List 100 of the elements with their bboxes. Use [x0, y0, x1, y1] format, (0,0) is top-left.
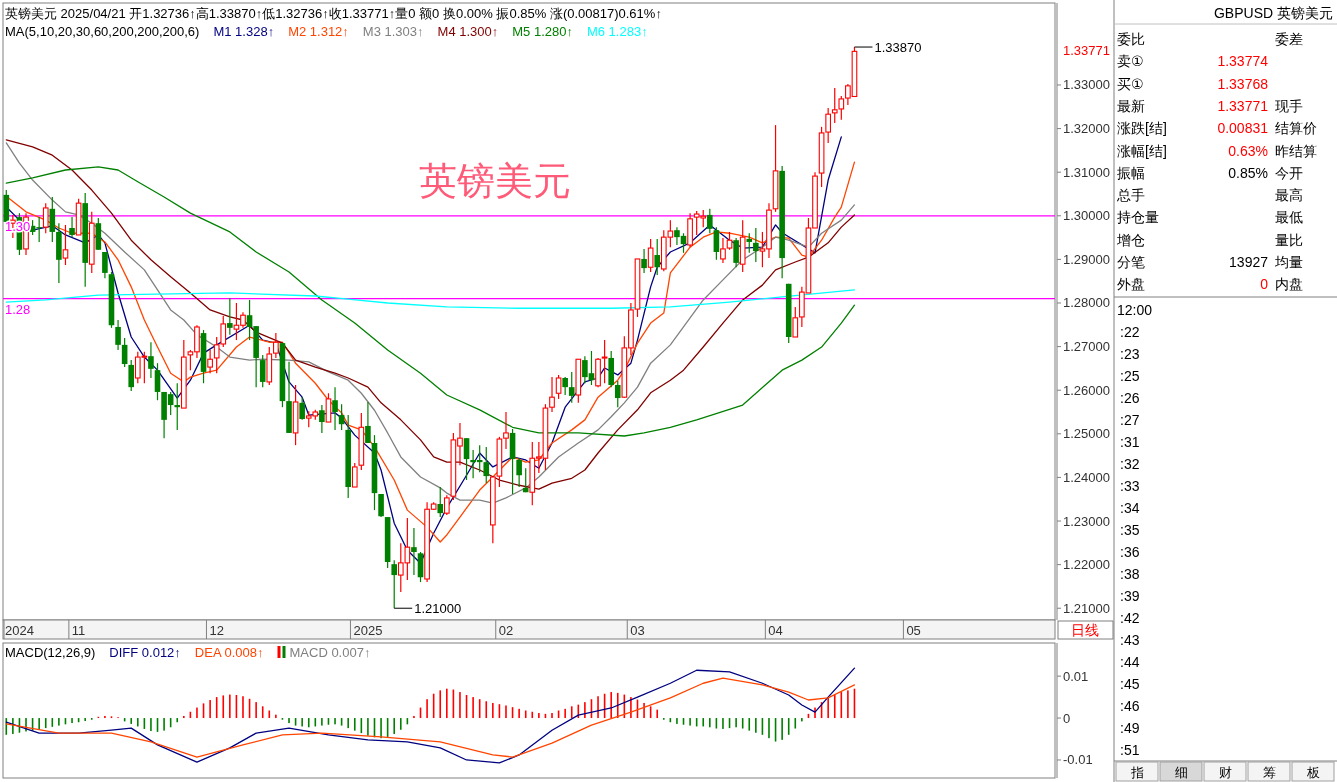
text: DIFF 0.012↑	[109, 644, 181, 660]
text: 外盘	[1117, 276, 1145, 293]
y-tick-label: -0.01	[1063, 752, 1093, 768]
text: :51	[1120, 742, 1140, 758]
text: :26	[1120, 390, 1140, 406]
candlestick	[707, 208, 713, 234]
text: :23	[1120, 346, 1140, 362]
text: 委比	[1117, 31, 1145, 47]
candlestick	[555, 374, 562, 400]
y-tick-label: 1.21000	[1063, 600, 1110, 616]
text: :44	[1120, 654, 1140, 670]
candlestick	[733, 237, 739, 268]
text: :35	[1120, 522, 1140, 538]
text: 今开	[1275, 164, 1303, 181]
y-tick-label: 1.31000	[1063, 164, 1110, 180]
y-tick-label: 1.25000	[1063, 426, 1110, 442]
text: 0.85%	[1228, 164, 1268, 181]
text: 分笔	[1117, 254, 1145, 270]
candlestick	[351, 462, 358, 488]
text: 1.33774	[1217, 53, 1269, 70]
text: :38	[1120, 566, 1140, 582]
text: 涨幅[结]	[1117, 142, 1167, 159]
text: 0.63%	[1228, 142, 1268, 159]
candlestick	[325, 392, 332, 423]
text: 昨结算	[1275, 142, 1317, 159]
x-tick-label: 2025	[353, 622, 383, 638]
candlestick	[568, 371, 575, 404]
text: 财	[1218, 764, 1232, 780]
y-tick-label: 1.22000	[1063, 557, 1110, 573]
text: 1.33768	[1217, 75, 1269, 92]
text: 总手	[1116, 187, 1145, 204]
candlestick	[443, 494, 450, 516]
x-tick-label: 02	[498, 622, 514, 638]
candlestick	[411, 527, 417, 576]
text: :31	[1120, 434, 1140, 450]
candlestick	[746, 232, 753, 254]
candlestick	[148, 341, 154, 379]
text: :46	[1120, 698, 1140, 714]
y-tick-label: 1.26000	[1063, 382, 1110, 398]
text: :36	[1120, 544, 1140, 560]
x-tick-label: 12	[209, 622, 224, 638]
candlestick	[713, 226, 720, 261]
chart-title: 英镑美元 2025/04/21 开1.32736↑高1.33870↑低1.32736↑收1.33771↑量0 额0 换0.00% 振0.85% 涨(0.00817)0.61%↑	[5, 5, 662, 21]
text: :45	[1120, 676, 1140, 692]
candlestick	[102, 251, 108, 279]
text: 0.00831	[1217, 120, 1269, 137]
text: :25	[1120, 368, 1140, 384]
annotation: 英镑美元	[419, 160, 571, 202]
candlestick	[614, 380, 621, 408]
text: M2 1.312↑	[288, 23, 349, 39]
candlestick	[154, 362, 161, 401]
text: 增仓	[1116, 231, 1145, 248]
text: 委差	[1275, 31, 1303, 47]
candlestick	[207, 349, 213, 374]
y-tick-label: 1.23000	[1063, 513, 1110, 529]
y-tick-label: 1.27000	[1063, 339, 1110, 355]
y-tick-label: 0	[1063, 710, 1071, 726]
y-tick-label: 1.32000	[1063, 121, 1110, 137]
candlestick	[319, 404, 325, 434]
text: 12:00	[1117, 302, 1153, 318]
text: :22	[1120, 324, 1140, 340]
text: 最低	[1275, 209, 1303, 226]
y-tick-label: 1.33000	[1063, 77, 1110, 93]
text: 日线	[1071, 622, 1099, 638]
text: DEA 0.008↑	[194, 644, 264, 660]
candlestick	[437, 486, 444, 518]
text: :39	[1120, 588, 1140, 604]
text: :32	[1120, 456, 1140, 472]
candlestick	[417, 551, 424, 583]
candlestick	[299, 396, 305, 421]
candlestick	[641, 248, 647, 274]
y-tick-label: 0.01	[1063, 668, 1089, 684]
text: :43	[1120, 632, 1140, 648]
text: 量比	[1275, 231, 1303, 248]
candlestick	[483, 446, 490, 484]
candlestick	[174, 382, 181, 431]
x-tick-label: 04	[768, 622, 783, 638]
annotation: 1.21000	[414, 600, 462, 616]
y-tick-label: 1.29000	[1063, 251, 1110, 267]
text: 细	[1174, 764, 1188, 780]
candlestick	[391, 559, 398, 609]
text: 筹	[1262, 764, 1276, 780]
candlestick	[128, 359, 135, 392]
line-series	[5, 667, 856, 764]
candlestick	[516, 457, 522, 488]
text: :34	[1120, 500, 1140, 516]
text: 13927	[1229, 254, 1269, 270]
candlestick	[259, 354, 266, 388]
text: 买①	[1117, 75, 1144, 92]
text: M1 1.328↑	[213, 23, 275, 39]
candlestick	[463, 437, 470, 481]
x-tick-label: 2024	[4, 622, 34, 638]
text: 最高	[1275, 187, 1303, 204]
candlestick	[365, 401, 371, 444]
candlestick	[654, 238, 661, 276]
text: 0	[1260, 276, 1269, 293]
text: 1.33771	[1217, 97, 1269, 114]
text: 板	[1305, 764, 1320, 780]
x-tick-label: 11	[71, 622, 86, 638]
text: :42	[1120, 610, 1140, 626]
